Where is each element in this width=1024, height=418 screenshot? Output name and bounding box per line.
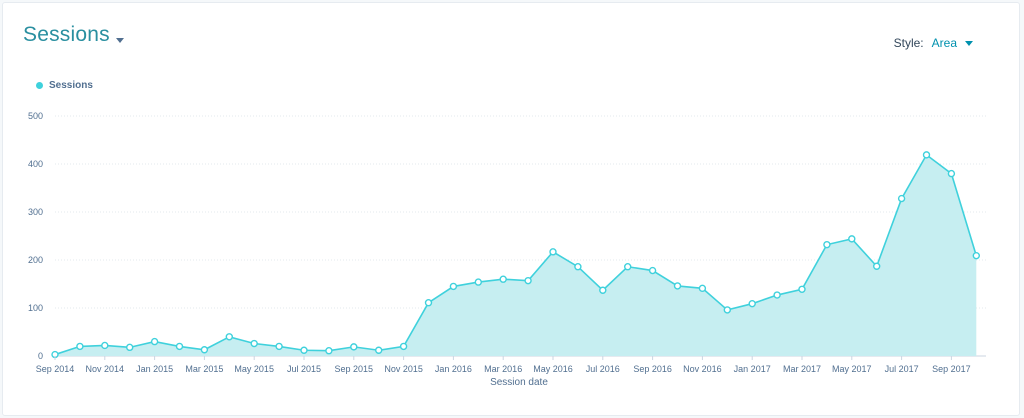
x-tick-label: May 2015 [234,364,274,374]
style-value: Area [931,36,957,50]
data-point[interactable] [897,194,906,203]
chevron-down-icon [965,40,973,46]
data-point[interactable] [873,262,881,270]
x-tick-label: May 2016 [533,364,573,374]
data-point[interactable] [798,285,806,293]
area-fill [55,154,977,356]
x-tick-label: Jul 2016 [586,364,620,374]
data-point[interactable] [101,341,109,350]
x-tick-label: Sep 2017 [932,364,971,374]
data-point[interactable] [200,346,209,354]
data-point[interactable] [250,339,258,348]
data-point[interactable] [549,248,557,256]
x-tick-label: Sep 2016 [633,364,672,374]
x-tick-label: Jan 2015 [136,364,173,374]
x-tick-label: Nov 2014 [86,364,125,374]
data-points [51,151,980,359]
x-tick-label: May 2017 [832,364,872,374]
data-point[interactable] [499,275,507,283]
series-line-sessions [54,153,978,356]
data-point[interactable] [275,342,283,351]
x-tick-label: Jan 2016 [435,364,472,374]
y-tick-label: 100 [28,303,43,313]
data-point[interactable] [325,347,333,355]
style-selector: Style: Area [894,36,973,50]
legend-dot-icon [36,82,43,89]
report-title: Sessions [23,23,110,46]
y-tick-label: 0 [38,351,43,361]
x-tick-label: Sep 2015 [335,364,374,374]
area-series [54,153,978,356]
legend-label-sessions: Sessions [49,80,93,91]
data-point[interactable] [125,343,134,352]
data-point[interactable] [698,284,707,293]
data-point[interactable] [748,299,756,308]
data-point[interactable] [723,306,731,314]
x-axis-ticks: Sep 2014 Nov 2014 Jan 2015 Mar 2015 May 2015… [36,356,971,374]
data-point[interactable] [175,342,184,351]
x-tick-label: Jan 2017 [734,364,771,374]
data-point[interactable] [972,251,980,260]
style-dropdown[interactable]: Area [932,36,973,50]
x-tick-label: Sep 2014 [36,364,75,374]
data-point[interactable] [399,342,408,351]
data-point[interactable] [574,263,582,271]
x-tick-label: Mar 2017 [783,364,821,374]
data-point[interactable] [474,278,482,286]
data-point[interactable] [624,263,632,271]
y-axis-ticks: 0 100 200 300 400 500 [28,111,43,361]
y-tick-label: 500 [28,111,43,121]
y-tick-label: 200 [28,255,43,265]
data-point[interactable] [922,151,931,159]
x-tick-label: Nov 2015 [384,364,423,374]
data-point[interactable] [424,299,433,307]
report-title-dropdown[interactable]: Sessions [23,23,124,47]
x-tick-label: Jul 2015 [287,364,321,374]
x-tick-label: Nov 2016 [683,364,722,374]
data-point[interactable] [823,240,831,249]
data-point[interactable] [524,276,532,285]
data-point[interactable] [76,342,84,351]
style-label: Style: [893,36,924,50]
data-point[interactable] [648,266,657,275]
chevron-down-icon[interactable] [115,38,124,43]
data-point[interactable] [225,333,234,341]
y-tick-label: 400 [28,159,43,169]
x-axis-label: Session date [490,377,548,388]
data-point[interactable] [375,346,383,354]
x-tick-label: Jul 2017 [885,364,919,374]
chart-legend[interactable]: Sessions [36,80,93,91]
data-point[interactable] [150,337,159,346]
data-point[interactable] [773,291,781,299]
data-point[interactable] [300,346,308,354]
data-point[interactable] [848,235,856,243]
x-tick-label: Mar 2015 [185,364,223,374]
data-point[interactable] [449,282,458,291]
data-point[interactable] [599,286,607,294]
y-tick-label: 300 [28,207,43,217]
data-point[interactable] [673,282,682,290]
data-point[interactable] [947,169,956,178]
data-point[interactable] [350,343,358,351]
x-tick-label: Mar 2016 [484,364,522,374]
